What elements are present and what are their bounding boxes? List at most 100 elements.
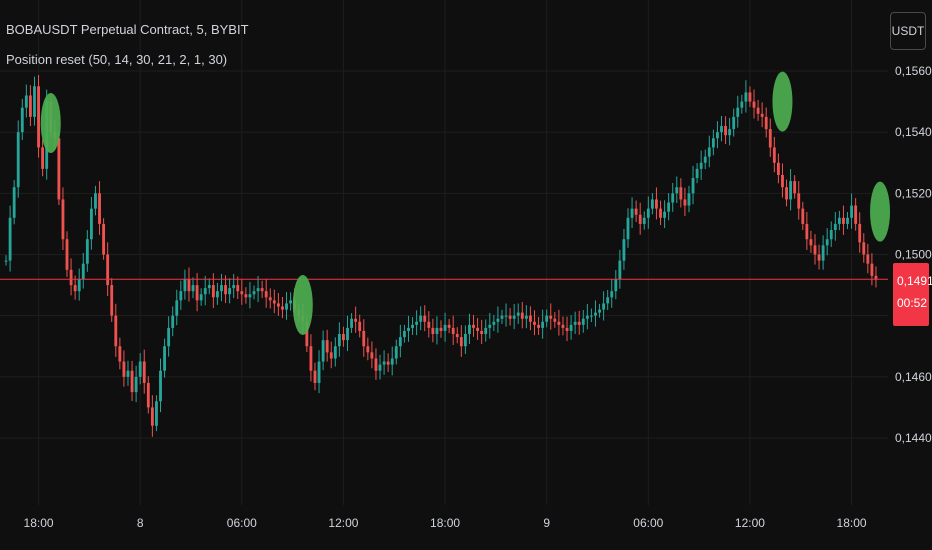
candle-body bbox=[337, 334, 341, 347]
candle-body bbox=[167, 327, 171, 347]
candle-body bbox=[317, 361, 321, 383]
candle-body bbox=[622, 239, 626, 261]
candle-body bbox=[309, 346, 313, 371]
candle-body bbox=[589, 315, 593, 317]
candle-body bbox=[711, 138, 715, 148]
candle-body bbox=[459, 337, 463, 347]
candle-body bbox=[268, 297, 272, 301]
candle-body bbox=[496, 318, 500, 322]
candle-body bbox=[272, 300, 276, 304]
candle-body bbox=[691, 178, 695, 194]
candle-body bbox=[20, 107, 24, 133]
candle-body bbox=[825, 239, 829, 246]
candle-body bbox=[463, 334, 467, 347]
candle-body bbox=[163, 346, 166, 371]
candle-body bbox=[687, 193, 691, 206]
candle-body bbox=[585, 315, 589, 319]
candle-body bbox=[325, 340, 329, 353]
candle-body bbox=[598, 309, 601, 313]
candle-body bbox=[846, 217, 849, 224]
candle-body bbox=[529, 315, 532, 322]
candle-body bbox=[805, 223, 809, 240]
candle-body bbox=[565, 327, 569, 331]
candle-body bbox=[683, 199, 687, 206]
candle-body bbox=[346, 327, 349, 341]
candle-body bbox=[260, 288, 264, 292]
candle-body bbox=[508, 315, 512, 319]
candle-body bbox=[232, 285, 236, 289]
candle-body bbox=[675, 187, 679, 194]
candle-body bbox=[150, 407, 154, 426]
candle-body bbox=[512, 315, 516, 319]
candle-body bbox=[394, 346, 398, 359]
candle-body bbox=[4, 260, 8, 262]
candle-body bbox=[561, 324, 565, 328]
candle-body bbox=[817, 254, 821, 261]
candle-body bbox=[756, 107, 760, 114]
x-axis-label: 18:00 bbox=[430, 516, 460, 530]
position-reset-marker bbox=[292, 274, 313, 335]
countdown-timer: 00:52 bbox=[897, 296, 928, 310]
candle-body bbox=[386, 361, 390, 365]
candle-body bbox=[171, 315, 175, 328]
candle-body bbox=[443, 324, 447, 331]
candle-body bbox=[557, 321, 561, 325]
candle-body bbox=[415, 321, 419, 325]
candle-body bbox=[134, 376, 138, 393]
candle-body bbox=[130, 370, 134, 393]
candle-body bbox=[106, 254, 110, 286]
candle-body bbox=[533, 321, 536, 325]
last-price-tag: 0,14919 00:52 bbox=[893, 263, 932, 326]
candle-body bbox=[256, 288, 260, 292]
candle-body bbox=[545, 315, 549, 322]
candle-body bbox=[772, 147, 776, 163]
candle-body bbox=[781, 174, 784, 188]
candle-body bbox=[614, 278, 618, 292]
candle-body bbox=[764, 116, 768, 130]
candle-body bbox=[663, 211, 667, 218]
candle-body bbox=[736, 107, 740, 117]
candle-body bbox=[602, 303, 606, 310]
candle-body bbox=[850, 205, 853, 218]
candle-body bbox=[207, 285, 211, 289]
indicator-label[interactable]: Position reset (50, 14, 30, 21, 2, 1, 30… bbox=[6, 52, 228, 67]
candle-body bbox=[455, 334, 459, 338]
candle-body bbox=[468, 324, 471, 335]
candle-body bbox=[866, 254, 870, 264]
position-reset-marker bbox=[772, 71, 793, 132]
currency-button[interactable]: USDT bbox=[890, 12, 926, 50]
candle-body bbox=[740, 101, 744, 108]
candle-body bbox=[69, 269, 73, 286]
candle-body bbox=[569, 324, 573, 331]
candle-body bbox=[638, 214, 642, 224]
candle-body bbox=[744, 92, 748, 102]
candle-body bbox=[577, 321, 581, 325]
candle-body bbox=[423, 315, 427, 322]
candle-body bbox=[789, 181, 793, 200]
x-axis-label: 12:00 bbox=[735, 516, 765, 530]
candle-body bbox=[650, 199, 654, 209]
candle-body bbox=[179, 291, 183, 301]
candle-body bbox=[142, 361, 146, 383]
candle-body bbox=[199, 294, 203, 301]
candle-body bbox=[138, 361, 142, 377]
candle-body bbox=[146, 382, 150, 408]
candle-body bbox=[768, 129, 772, 148]
candle-body bbox=[313, 370, 317, 383]
candle-body bbox=[29, 95, 32, 117]
candle-body bbox=[833, 223, 837, 231]
candle-body bbox=[16, 132, 20, 188]
candle-body bbox=[716, 132, 719, 139]
candle-body bbox=[439, 327, 443, 331]
candle-body bbox=[390, 358, 394, 365]
candle-body bbox=[122, 361, 126, 377]
candle-body bbox=[37, 86, 40, 148]
candle-body bbox=[8, 217, 12, 261]
candle-body bbox=[707, 147, 711, 157]
symbol-title[interactable]: BOBAUSDT Perpetual Contract, 5, BYBIT bbox=[6, 22, 249, 37]
candle-body bbox=[114, 315, 118, 347]
